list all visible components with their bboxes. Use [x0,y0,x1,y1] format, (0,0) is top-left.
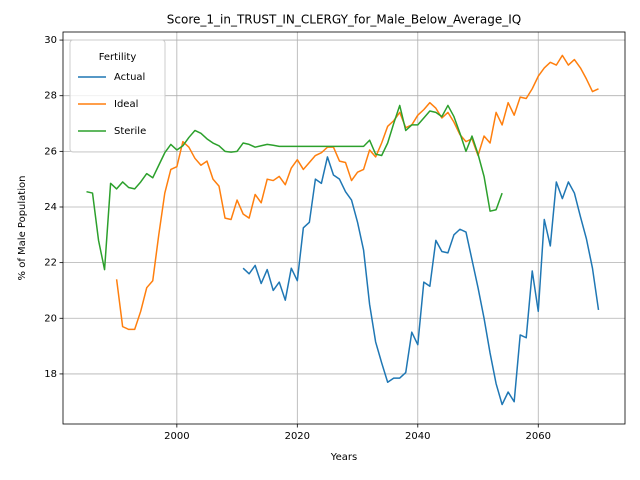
line-series [115,54,599,331]
legend: Fertility Actual Ideal Sterile [69,39,166,153]
y-tick-label: 20 [44,313,57,324]
y-axis-label: % of Male Population [17,176,28,281]
x-tick-label: 2060 [526,431,551,442]
x-tick-label: 2040 [405,431,430,442]
plot-frame [62,31,626,425]
y-tick-label: 28 [44,91,57,102]
legend-label: Actual [114,72,145,83]
y-tick-label: 18 [44,369,57,380]
legend-label: Ideal [114,99,138,110]
y-tick-label: 30 [44,35,57,46]
legend-title: Fertility [99,52,137,63]
legend-box [69,39,166,153]
legend-label: Sterile [114,126,146,137]
y-tick-label: 24 [44,202,57,213]
chart-title: Score_1_in_TRUST_IN_CLERGY_for_Male_Belo… [167,13,521,27]
x-tick-label: 2020 [285,431,310,442]
y-tick-label: 22 [44,258,57,269]
line-series [242,156,600,406]
line-series [86,104,503,271]
x-tick-label: 2000 [164,431,189,442]
y-tick-label: 26 [44,146,57,157]
x-axis-label: Years [330,452,357,463]
